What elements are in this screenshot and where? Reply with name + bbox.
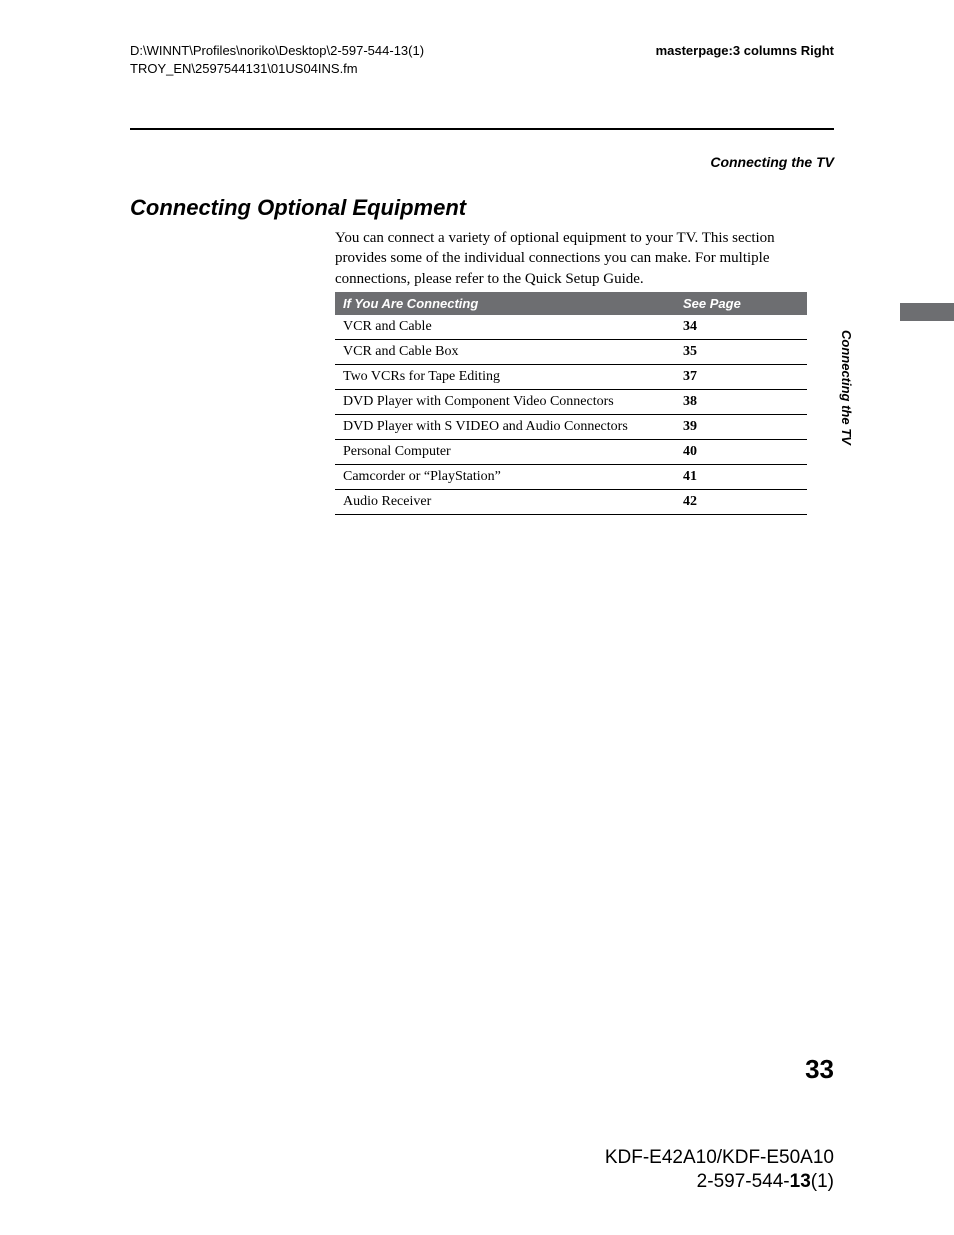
- table-cell-item: VCR and Cable Box: [335, 340, 675, 365]
- header-path-line2: TROY_EN\2597544131\01US04INS.fm: [130, 60, 424, 78]
- table-cell-item: Audio Receiver: [335, 490, 675, 515]
- footer-doc-prefix: 2-597-544-: [697, 1171, 790, 1192]
- section-heading: Connecting Optional Equipment: [130, 195, 466, 221]
- table-row: Camcorder or “PlayStation” 41: [335, 465, 807, 490]
- connection-table: If You Are Connecting See Page VCR and C…: [335, 292, 807, 515]
- table-cell-item: DVD Player with S VIDEO and Audio Connec…: [335, 415, 675, 440]
- table-cell-page: 35: [675, 340, 807, 365]
- table-row: DVD Player with Component Video Connecto…: [335, 390, 807, 415]
- intro-paragraph: You can connect a variety of optional eq…: [335, 228, 804, 289]
- table-row: VCR and Cable Box 35: [335, 340, 807, 365]
- table-cell-item: Personal Computer: [335, 440, 675, 465]
- table-row: Personal Computer 40: [335, 440, 807, 465]
- table-row: Two VCRs for Tape Editing 37: [335, 365, 807, 390]
- table-header-item: If You Are Connecting: [335, 292, 675, 315]
- header-rule: [130, 128, 834, 130]
- side-tab: [900, 303, 954, 321]
- footer-doc-suffix: (1): [811, 1171, 834, 1192]
- table-header-row: If You Are Connecting See Page: [335, 292, 807, 315]
- table-cell-item: Camcorder or “PlayStation”: [335, 465, 675, 490]
- document-page: D:\WINNT\Profiles\noriko\Desktop\2-597-5…: [0, 0, 954, 1235]
- table-header-page: See Page: [675, 292, 807, 315]
- footer-model: KDF-E42A10/KDF-E50A10: [605, 1146, 834, 1171]
- table-row: Audio Receiver 42: [335, 490, 807, 515]
- section-label: Connecting the TV: [710, 154, 834, 170]
- footer-doc-bold: 13: [790, 1171, 811, 1192]
- side-section-label: Connecting the TV: [839, 330, 854, 445]
- table-cell-page: 34: [675, 315, 807, 340]
- table-cell-page: 40: [675, 440, 807, 465]
- header-masterpage: masterpage:3 columns Right: [656, 42, 834, 60]
- table-cell-page: 37: [675, 365, 807, 390]
- table-row: VCR and Cable 34: [335, 315, 807, 340]
- footer: KDF-E42A10/KDF-E50A10 2-597-544-13(1): [605, 1146, 834, 1195]
- footer-docnum: 2-597-544-13(1): [605, 1170, 834, 1195]
- table-cell-page: 38: [675, 390, 807, 415]
- table-cell-page: 42: [675, 490, 807, 515]
- table-cell-page: 39: [675, 415, 807, 440]
- header-path-line1: D:\WINNT\Profiles\noriko\Desktop\2-597-5…: [130, 42, 424, 60]
- table-cell-item: DVD Player with Component Video Connecto…: [335, 390, 675, 415]
- table-cell-item: VCR and Cable: [335, 315, 675, 340]
- table-cell-page: 41: [675, 465, 807, 490]
- header-path: D:\WINNT\Profiles\noriko\Desktop\2-597-5…: [130, 42, 424, 77]
- table-row: DVD Player with S VIDEO and Audio Connec…: [335, 415, 807, 440]
- page-number: 33: [805, 1054, 834, 1085]
- page-header: D:\WINNT\Profiles\noriko\Desktop\2-597-5…: [130, 42, 834, 77]
- table-cell-item: Two VCRs for Tape Editing: [335, 365, 675, 390]
